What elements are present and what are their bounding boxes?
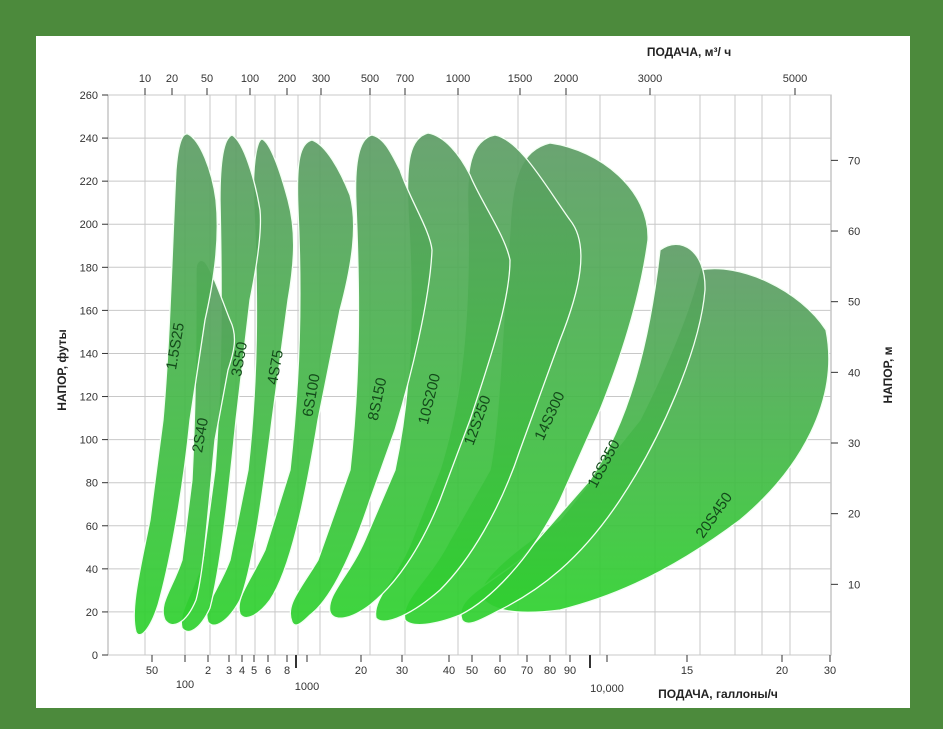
left-tick-label: 140 <box>80 348 98 360</box>
top-tick-label: 500 <box>361 73 379 85</box>
right-tick-label: 30 <box>848 438 860 450</box>
bottom-tick-label: 80 <box>544 665 556 677</box>
zone-label: 3S50 <box>228 340 251 377</box>
pump-zone <box>328 132 511 619</box>
left-tick-label: 40 <box>86 564 98 576</box>
bottom-tick-label: 5 <box>251 665 257 677</box>
top-tick-label: 10 <box>139 73 151 85</box>
bottom-tick-label: 20 <box>355 665 367 677</box>
left-tick-label: 160 <box>80 305 98 317</box>
top-tick-label: 3000 <box>638 73 662 85</box>
bottom-tick-label: 2 <box>205 665 211 677</box>
top-axis-title: ПОДАЧА, м³/ ч <box>647 45 731 59</box>
pump-zone <box>133 133 218 636</box>
bottom-tick-label: 30 <box>824 665 836 677</box>
bottom-tick-label: 20 <box>776 665 788 677</box>
right-tick-label: 10 <box>848 579 860 591</box>
right-tick-label: 40 <box>848 367 860 379</box>
bottom-tick-label: 1000 <box>295 681 319 693</box>
bottom-tick-label: 30 <box>396 665 408 677</box>
right-axis-title: НАПОР, м <box>881 346 895 403</box>
top-tick-label: 200 <box>278 73 296 85</box>
left-tick-label: 60 <box>86 521 98 533</box>
left-tick-label: 180 <box>80 262 98 274</box>
left-tick-label: 100 <box>80 435 98 447</box>
bottom-axis-ticks: 50 100 2 3 4 5 6 8 1000 20 30 40 50 60 70 80 90 10,000 15 2… <box>146 655 836 695</box>
top-tick-label: 1500 <box>508 73 532 85</box>
top-tick-label: 50 <box>201 73 213 85</box>
top-tick-label: 100 <box>241 73 259 85</box>
top-axis-ticks: 10 20 50 100 200 300 500 700 1000 1500 2000 3000 500… <box>139 73 807 95</box>
bottom-tick-label: 15 <box>681 665 693 677</box>
left-tick-label: 220 <box>80 176 98 188</box>
left-tick-label: 260 <box>80 90 98 102</box>
zone-label: 4S75 <box>264 348 287 385</box>
right-tick-label: 20 <box>848 509 860 521</box>
top-tick-label: 20 <box>166 73 178 85</box>
left-tick-label: 80 <box>86 478 98 490</box>
left-tick-label: 120 <box>80 392 98 404</box>
pump-zone <box>206 138 295 626</box>
right-tick-label: 50 <box>848 297 860 309</box>
right-tick-label: 60 <box>848 226 860 238</box>
bottom-tick-label: 60 <box>494 665 506 677</box>
bottom-tick-label: 50 <box>146 665 158 677</box>
bottom-tick-label: 90 <box>564 665 576 677</box>
bottom-axis-title: ПОДАЧА, галлоны/ч <box>658 687 778 701</box>
right-axis-ticks: 10 20 30 40 50 60 70 <box>831 155 860 591</box>
bottom-tick-label: 3 <box>226 665 232 677</box>
left-axis-title: НАПОР, футы <box>55 329 69 410</box>
left-tick-label: 0 <box>92 650 98 662</box>
left-tick-label: 20 <box>86 607 98 619</box>
bottom-tick-label: 100 <box>176 679 194 691</box>
bottom-tick-label: 8 <box>284 665 290 677</box>
top-tick-label: 1000 <box>446 73 470 85</box>
top-tick-label: 2000 <box>554 73 578 85</box>
left-axis-ticks: 0 20 40 60 80 100 120 140 160 180 200 220 240 260 <box>80 90 108 662</box>
top-tick-label: 5000 <box>783 73 807 85</box>
pump-zone <box>238 139 355 619</box>
bottom-tick-label: 6 <box>265 665 271 677</box>
left-tick-label: 200 <box>80 219 98 231</box>
pump-zones <box>133 132 830 636</box>
right-tick-label: 70 <box>848 155 860 167</box>
bottom-tick-label: 10,000 <box>590 683 624 695</box>
left-tick-label: 240 <box>80 133 98 145</box>
bottom-tick-label: 4 <box>239 665 245 677</box>
pump-zone <box>289 134 433 626</box>
top-tick-label: 700 <box>396 73 414 85</box>
bottom-tick-label: 50 <box>466 665 478 677</box>
zone-label: 2S40 <box>189 416 212 453</box>
bottom-tick-label: 40 <box>443 665 455 677</box>
bottom-tick-label: 70 <box>521 665 533 677</box>
top-tick-label: 300 <box>312 73 330 85</box>
